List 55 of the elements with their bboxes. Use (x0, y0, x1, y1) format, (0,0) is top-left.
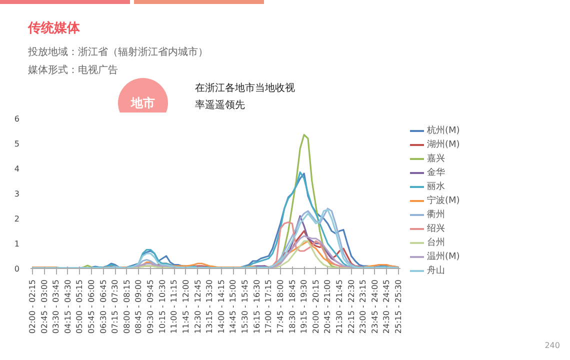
legend-label: 温州(M) (427, 252, 460, 262)
x-tick-label: 06:30 - 06:45 (98, 279, 108, 334)
legend-label: 舟山 (427, 266, 445, 276)
x-tick-label: 18:30 - 18:45 (288, 279, 297, 334)
x-tick-label: 08:45 - 09:00 (134, 279, 144, 334)
legend-label: 丽水 (427, 182, 445, 192)
text: 在浙江各地市当地收视率遥遥领先 (195, 82, 296, 113)
x-tick-label: 10:15 - 10:30 (158, 279, 167, 334)
legend-label: 台州 (427, 238, 445, 248)
text: 240 (544, 340, 560, 352)
x-tick-label: 07:15 - 07:30 (110, 279, 120, 334)
x-tick-label: 09:30 - 09:45 (146, 279, 156, 334)
x-tick-label: 25:15 - 25:30 (394, 279, 404, 334)
x-tick-label: 15:30 - 15:45 (240, 279, 250, 334)
legend-label: 宁波(M) (427, 196, 460, 206)
x-tick-label: 02:45 - 03:00 (40, 279, 49, 334)
x-tick-label: 14:45 - 15:00 (228, 279, 238, 334)
x-tick-label: 19:15 - 19:30 (300, 279, 309, 334)
legend-label: 绍兴 (427, 224, 445, 234)
text: 地市 (130, 95, 156, 111)
y-tick-label: 4 (14, 164, 20, 174)
x-tick-label: 02:00 - 02:15 (28, 279, 37, 334)
x-tick-label: 05:00 - 05:15 (75, 279, 84, 334)
chart-title: 传统媒体 (28, 20, 80, 38)
x-tick-label: 22:15 - 22:30 (346, 279, 356, 334)
y-tick-label: 5 (14, 140, 20, 148)
x-tick-label: 05:45 - 06:00 (87, 279, 96, 334)
x-tick-label: 08:00 - 08:15 (122, 279, 132, 334)
y-tick-label: 6 (14, 114, 20, 124)
x-tick-label: 03:30 - 03:45 (52, 279, 61, 334)
x-tick-label: 23:00 - 23:15 (358, 279, 368, 334)
x-tick-label: 17:45 - 18:00 (276, 279, 285, 334)
legend-label: 湖州(M) (427, 140, 460, 150)
x-tick-label: 16:15 - 16:30 (252, 279, 262, 334)
legend-label: 嘉兴 (427, 154, 445, 164)
x-tick-label: 24:30 - 24:45 (382, 279, 392, 334)
x-tick-label: 21:30 - 21:45 (334, 279, 344, 334)
x-tick-label: 14:00 - 14:15 (216, 279, 226, 334)
x-tick-label: 12:30 - 12:45 (193, 279, 202, 334)
x-tick-label: 20:00 - 20:15 (311, 279, 320, 334)
y-tick-label: 0 (14, 264, 20, 274)
legend-label: 衢州 (427, 210, 445, 220)
x-tick-label: 11:00 - 11:15 (170, 279, 179, 334)
legend-label: 金华 (427, 168, 445, 178)
y-tick-label: 1 (14, 240, 20, 248)
y-tick-label: 3 (14, 190, 20, 198)
x-tick-label: 04:15 - 04:30 (63, 279, 72, 334)
x-tick-label: 17:00 - 17:15 (264, 279, 274, 334)
legend-label: 杭州(M) (427, 126, 460, 136)
x-tick-label: 23:45 - 24:00 (370, 279, 380, 334)
x-tick-label: 20:45 - 21:00 (323, 279, 332, 334)
chart-subtitle: 投放地域：浙江省（辐射浙江省内城市）媒体形式：电视广告 (28, 46, 209, 78)
y-tick-label: 2 (14, 214, 20, 224)
x-tick-label: 11:45 - 12:00 (181, 279, 190, 334)
x-tick-label: 13:15 - 13:30 (205, 279, 214, 334)
